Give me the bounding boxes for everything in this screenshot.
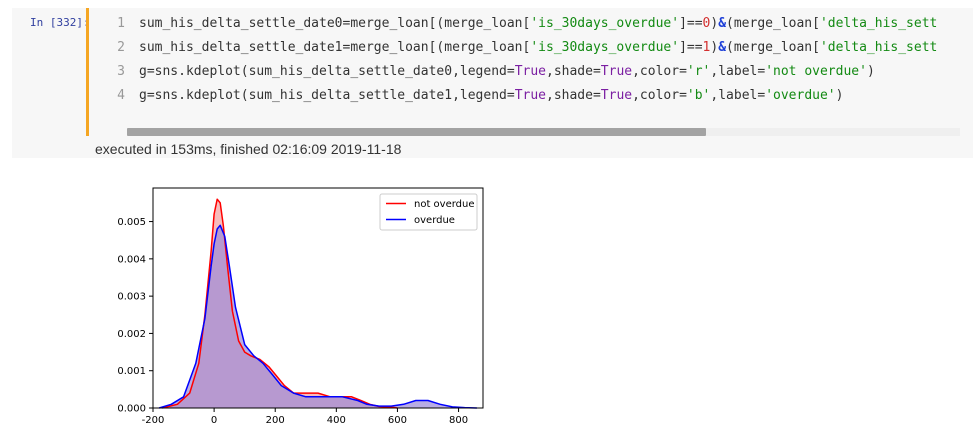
x-tick-label: 600 [388, 415, 407, 426]
legend-label-not-overdue: not overdue [414, 199, 475, 210]
y-tick-label: 0.000 [117, 404, 146, 415]
code-token: ) [710, 40, 719, 55]
code-token: sum_his_delta_settle_date1=merge_loan[(m… [139, 40, 531, 55]
code-token: True [514, 88, 546, 103]
cell-output: -200 0 200 400 600 800 0.000 0.001 0.002 0.003 0.… [0, 160, 973, 435]
plot-frame [152, 187, 484, 409]
kde-line-overdue [158, 224, 477, 409]
code-token: ,shade= [546, 64, 601, 79]
code-token: sum_his_delta_settle_date0=merge_loan[(m… [139, 16, 531, 31]
line-number: 2 [117, 40, 125, 55]
code-token: True [514, 64, 546, 79]
kde-chart: -200 0 200 400 600 800 0.000 0.001 0.002 0.003 0.… [117, 187, 484, 426]
code-token: 'not overdue' [765, 64, 867, 79]
code-token: ,label= [710, 64, 766, 79]
code-token: & [718, 40, 727, 55]
line-number: 4 [117, 88, 125, 103]
code-token: ,color= [632, 88, 687, 103]
code-token: 'delta_his_sett [819, 40, 938, 55]
code-token: 1 [702, 40, 711, 55]
code-token: 'delta_his_sett [819, 16, 938, 31]
y-tick-label: 0.001 [117, 366, 146, 377]
cell-prompt: In [332]: [30, 16, 90, 29]
code-editor[interactable]: 1 sum_his_delta_settle_date0=merge_loan[(… [89, 8, 973, 136]
code-line[interactable]: 2 sum_his_delta_settle_date1=merge_loan[(… [89, 36, 937, 60]
code-token: ,shade= [546, 88, 601, 103]
code-token: ,color= [632, 64, 687, 79]
code-token: g=sns.kdeplot(sum_his_delta_settle_date1… [139, 88, 515, 103]
horizontal-scrollbar-thumb[interactable] [127, 128, 706, 136]
code-line[interactable]: 3 g=sns.kdeplot(sum_his_delta_settle_date… [89, 60, 875, 84]
y-tick-label: 0.005 [117, 217, 146, 228]
code-token: ) [835, 88, 844, 103]
code-token: ]== [679, 40, 703, 55]
x-tick-label: -200 [142, 415, 165, 426]
x-tick-label: 200 [266, 415, 285, 426]
code-token: True [600, 88, 633, 103]
code-token: 'is_30days_overdue' [530, 16, 680, 31]
code-token: 'is_30days_overdue' [530, 40, 680, 55]
chart-legend: not overdue overdue [379, 193, 478, 231]
code-token: (merge_loan[ [726, 16, 820, 31]
code-token: ) [710, 16, 719, 31]
code-token: 0 [702, 16, 711, 31]
code-token: 'overdue' [765, 88, 836, 103]
code-token: 'b' [686, 88, 711, 103]
x-tick-label: 800 [449, 415, 468, 426]
execution-status: executed in 153ms, finished 02:16:09 201… [95, 141, 402, 157]
code-token: ,label= [710, 88, 766, 103]
legend-label-overdue: overdue [414, 215, 455, 226]
code-line[interactable]: 4 g=sns.kdeplot(sum_his_delta_settle_date… [89, 84, 843, 108]
y-tick-label: 0.004 [117, 254, 146, 265]
cell-selected-indicator [86, 8, 89, 136]
code-token: g=sns.kdeplot(sum_his_delta_settle_date0… [139, 64, 515, 79]
code-token: True [600, 64, 633, 79]
code-token: 'r' [686, 64, 711, 79]
y-tick-label: 0.003 [117, 292, 146, 303]
kde-area-overdue [159, 225, 477, 408]
code-token: ) [866, 64, 875, 79]
x-tick-label: 400 [327, 415, 346, 426]
code-token: ]== [679, 16, 703, 31]
line-number: 1 [117, 16, 125, 31]
code-token: (merge_loan[ [726, 40, 820, 55]
y-tick-label: 0.002 [117, 329, 146, 340]
code-token: & [718, 16, 727, 31]
x-tick-label: 0 [211, 415, 217, 426]
code-line[interactable]: 1 sum_his_delta_settle_date0=merge_loan[(… [89, 12, 937, 36]
line-number: 3 [117, 64, 125, 79]
